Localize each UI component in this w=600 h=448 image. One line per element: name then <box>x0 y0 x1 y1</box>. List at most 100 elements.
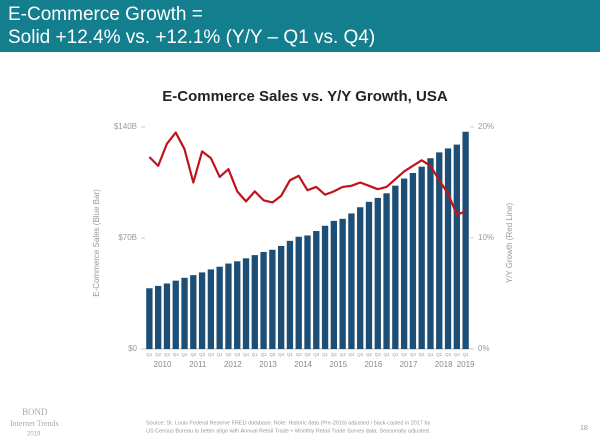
bar <box>418 166 425 349</box>
bar <box>172 280 179 349</box>
bar <box>207 269 215 349</box>
source-note: Source: St. Louis Federal Reserve FRED d… <box>146 420 431 426</box>
year-label: 2014 <box>294 360 312 369</box>
y-axis-label: E-Commerce Sales (Blue Bar) <box>92 189 101 297</box>
x-tick-label: Q3 <box>375 352 382 357</box>
year-label: 2019 <box>457 360 475 369</box>
x-tick-label: Q3 <box>234 352 241 357</box>
x-tick-label: Q1 <box>322 352 329 357</box>
bar <box>277 245 285 349</box>
year-label: 2017 <box>400 360 418 369</box>
bar <box>198 272 206 349</box>
x-tick-label: Q2 <box>190 352 197 357</box>
x-tick-label: Q1 <box>392 352 399 357</box>
year-label: 2010 <box>154 360 172 369</box>
x-tick-label: Q2 <box>225 352 232 357</box>
bar <box>348 213 355 349</box>
y2-tick-label: 10% <box>478 233 494 242</box>
x-tick-label: Q4 <box>419 352 426 357</box>
bar <box>286 240 294 349</box>
bar <box>374 197 381 349</box>
x-tick-label: Q2 <box>366 352 373 357</box>
bar <box>304 235 311 349</box>
bar <box>392 185 399 349</box>
bar <box>155 285 162 349</box>
x-tick-label: Q3 <box>410 352 417 357</box>
x-tick-label: Q3 <box>304 352 311 357</box>
y2-tick-label: 0% <box>478 344 490 353</box>
bar <box>251 255 258 349</box>
x-tick-label: Q3 <box>340 352 347 357</box>
bar <box>409 172 417 349</box>
x-tick-label: Q4 <box>208 352 215 357</box>
year-label: 2011 <box>189 360 207 369</box>
source-note: US Census Bureau to better align with An… <box>146 428 431 434</box>
y-tick-label: $140B <box>114 122 137 131</box>
x-tick-label: Q4 <box>313 352 320 357</box>
x-tick-label: Q4 <box>278 352 285 357</box>
year-label: 2015 <box>329 360 347 369</box>
bar <box>190 275 197 349</box>
header-subtitle: Solid +12.4% vs. +12.1% (Y/Y – Q1 vs. Q4… <box>8 27 375 48</box>
x-tick-label: Q4 <box>243 352 250 357</box>
x-tick-label: Q4 <box>454 352 461 357</box>
x-tick-label: Q1 <box>463 352 470 357</box>
year-label: 2018 <box>435 360 453 369</box>
header-band <box>0 0 600 52</box>
x-tick-label: Q2 <box>296 352 303 357</box>
bar <box>181 277 188 349</box>
x-tick-label: Q3 <box>269 352 276 357</box>
bar <box>321 225 329 349</box>
growth-line <box>148 131 466 216</box>
brand-line: Internet Trends <box>10 419 59 428</box>
x-tick-label: Q1 <box>182 352 189 357</box>
bar <box>436 152 443 349</box>
bar <box>339 218 346 349</box>
x-tick-label: Q3 <box>445 352 452 357</box>
x-tick-label: Q1 <box>252 352 259 357</box>
year-label: 2016 <box>364 360 382 369</box>
page-number: 18 <box>580 425 588 432</box>
bar <box>313 231 320 349</box>
bar <box>242 258 250 349</box>
bar <box>453 144 460 349</box>
bar <box>234 261 241 349</box>
bar <box>383 193 390 349</box>
bar <box>330 220 338 349</box>
x-tick-label: Q1 <box>357 352 364 357</box>
bar <box>163 283 171 349</box>
header-title: E-Commerce Growth = <box>8 4 203 25</box>
bar <box>295 236 302 349</box>
bar <box>225 263 232 349</box>
bar <box>216 266 223 349</box>
y-tick-label: $0 <box>128 344 137 353</box>
x-tick-label: Q3 <box>164 352 171 357</box>
x-tick-label: Q3 <box>199 352 206 357</box>
x-tick-label: Q4 <box>173 352 180 357</box>
bar <box>260 251 267 349</box>
x-tick-label: Q2 <box>331 352 338 357</box>
x-tick-label: Q1 <box>287 352 294 357</box>
x-tick-label: Q2 <box>261 352 268 357</box>
y2-axis-label: Y/Y Growth (Red Line) <box>505 203 514 284</box>
x-tick-label: Q4 <box>384 352 391 357</box>
y2-tick-label: 20% <box>478 122 494 131</box>
bar <box>269 249 276 349</box>
x-tick-label: Q1 <box>146 352 153 357</box>
brand: BOND <box>22 407 48 417</box>
x-tick-label: Q1 <box>217 352 224 357</box>
x-tick-label: Q4 <box>348 352 355 357</box>
bar <box>444 148 452 349</box>
x-tick-label: Q1 <box>427 352 434 357</box>
year-label: 2012 <box>224 360 242 369</box>
y-tick-label: $70B <box>118 233 137 242</box>
x-tick-label: Q2 <box>401 352 408 357</box>
bar <box>365 201 373 349</box>
x-tick-label: Q2 <box>436 352 443 357</box>
brand-year: 2019 <box>27 432 41 438</box>
bar <box>146 288 153 349</box>
bar <box>462 131 469 349</box>
